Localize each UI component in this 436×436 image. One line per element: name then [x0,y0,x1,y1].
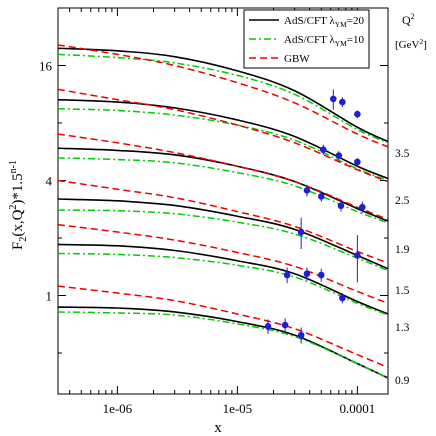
x-tick-label: 1e-06 [103,401,133,416]
data-point [337,202,345,210]
series-line-1-band-3 [58,209,388,272]
q2-unit: [GeV2] [395,37,427,51]
data-point [281,321,289,329]
data-point [354,110,361,118]
series-line-1-band-2 [58,157,388,224]
y-label-sup: 2 [8,205,19,210]
plot-frame [57,7,389,395]
q2-label: 1.5 [395,285,410,297]
q2-label: 3.5 [395,148,410,160]
data-points [264,89,366,344]
y-label-sub: 2 [18,237,29,242]
model-curves [58,44,388,379]
y-tick-label: 4 [46,173,53,188]
data-point [335,152,343,159]
series-line-0-band-4 [58,243,388,315]
data-point [329,95,337,103]
data-point [283,271,291,279]
series-line-1-band-5 [58,311,388,379]
data-point [319,146,327,153]
data-point [359,203,366,211]
series-line-2-band-1 [58,88,388,183]
y-label-after: )*1.5 [10,173,26,204]
x-axis-label: x [214,420,222,436]
axis-ticks: 1e-06 1e-05 0.0001 1 4 16 [39,8,388,416]
data-point [297,228,305,236]
y-label-mid: (x,Q [10,209,26,236]
y-label-sup2: n-1 [8,160,19,173]
series-line-2-band-5 [58,285,388,369]
q2-label: 1.3 [395,322,410,334]
data-point [264,322,272,330]
series-line-1-band-0 [58,53,388,144]
y-axis-label: F2(x,Q2)*1.5n-1 [8,160,29,250]
data-point [317,193,325,200]
data-point [297,331,305,339]
series-line-2-band-0 [58,44,388,148]
series-line-0-band-1 [58,98,388,180]
series-line-0-band-5 [58,306,388,379]
x-tick-label: 0.0001 [339,401,375,416]
series-line-1-band-4 [58,252,388,316]
q2-label: 0.9 [395,375,410,387]
y-tick-label: 1 [46,288,53,303]
q2-label: 2.5 [395,195,410,207]
data-point [354,158,361,166]
data-point [303,187,311,194]
x-tick-label: 1e-05 [223,401,253,416]
data-point [354,252,361,259]
data-point [339,98,346,106]
legend-label-gbw: GBW [284,53,310,65]
q2-label: 1.9 [395,244,410,256]
series-line-0-band-0 [58,47,388,143]
series-line-1-band-1 [58,107,388,182]
y-label-main: F [10,242,26,250]
legend-label-ads10: AdS/CFT λYM=10 [284,34,364,48]
series-line-2-band-4 [58,223,388,305]
data-point [317,271,325,279]
q2-labels: 3.5 2.5 1.9 1.5 1.3 0.9 [395,148,410,387]
legend-label-ads20: AdS/CFT λYM=20 [284,15,364,29]
y-tick-label: 16 [39,58,53,73]
series-line-2-band-2 [58,133,388,221]
data-point [303,270,311,278]
q2-header: Q2 [402,12,415,27]
data-point [339,294,346,302]
legend: AdS/CFT λYM=20 AdS/CFT λYM=10 GBW [243,9,370,69]
